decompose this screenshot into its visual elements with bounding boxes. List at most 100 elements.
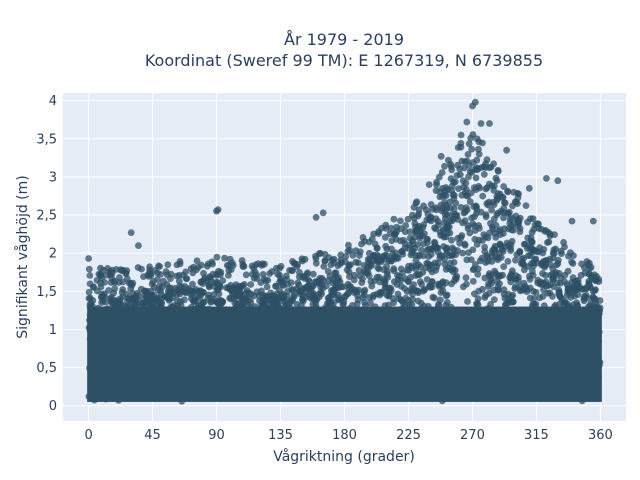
data-point xyxy=(382,242,390,250)
data-point xyxy=(200,276,208,283)
data-point xyxy=(436,229,444,236)
data-point xyxy=(423,246,431,254)
data-point xyxy=(362,302,369,310)
data-point xyxy=(373,244,381,252)
data-point xyxy=(473,166,481,174)
data-point xyxy=(139,328,147,336)
data-point xyxy=(216,363,224,371)
data-point xyxy=(140,287,148,295)
data-point xyxy=(152,375,160,382)
data-point xyxy=(352,258,360,266)
data-point xyxy=(238,282,246,290)
data-point xyxy=(135,242,142,250)
data-point xyxy=(386,319,394,326)
data-point xyxy=(267,359,274,367)
data-point xyxy=(173,382,181,390)
data-point xyxy=(200,298,208,306)
data-point xyxy=(369,331,376,339)
data-point xyxy=(539,293,547,300)
data-point xyxy=(116,274,123,281)
data-point xyxy=(440,233,448,241)
data-point xyxy=(295,319,303,327)
data-point xyxy=(218,388,226,396)
data-point xyxy=(412,272,420,279)
data-point xyxy=(446,351,454,359)
data-point xyxy=(394,290,402,298)
data-point xyxy=(432,266,440,274)
chart-title-line2: Koordinat (Sweref 99 TM): E 1267319, N 6… xyxy=(145,51,543,70)
data-point xyxy=(213,253,221,261)
data-point xyxy=(487,277,495,285)
data-point xyxy=(313,355,320,362)
data-point xyxy=(85,324,93,332)
data-point xyxy=(499,193,507,201)
data-point xyxy=(229,353,237,361)
data-point xyxy=(219,277,227,284)
data-point xyxy=(330,318,338,325)
data-point xyxy=(525,339,533,347)
data-point xyxy=(306,278,313,285)
data-point xyxy=(147,391,155,399)
data-point xyxy=(515,379,523,386)
data-point xyxy=(307,365,315,373)
data-point xyxy=(475,287,483,295)
data-point xyxy=(451,347,458,355)
data-point xyxy=(558,375,565,383)
data-point xyxy=(413,323,421,330)
data-point xyxy=(536,280,544,288)
data-point xyxy=(259,260,266,268)
data-point xyxy=(490,201,498,209)
data-point xyxy=(111,285,119,293)
data-point xyxy=(346,316,354,323)
data-point xyxy=(289,267,297,274)
data-point xyxy=(262,319,270,327)
data-point xyxy=(497,380,504,387)
data-point xyxy=(345,263,353,270)
data-point xyxy=(312,252,319,260)
data-point xyxy=(85,265,93,273)
data-point xyxy=(410,281,418,288)
data-point xyxy=(397,265,405,273)
data-point xyxy=(403,349,410,357)
data-point xyxy=(472,174,480,182)
data-point xyxy=(409,240,417,248)
data-point xyxy=(414,365,422,373)
data-point xyxy=(446,376,454,384)
data-point xyxy=(438,397,446,405)
data-point xyxy=(412,377,420,385)
data-point xyxy=(356,252,363,259)
data-point xyxy=(565,317,573,325)
data-point xyxy=(350,271,358,279)
data-point xyxy=(120,333,127,340)
data-point xyxy=(426,345,434,352)
data-point xyxy=(85,288,93,296)
data-point xyxy=(486,120,493,127)
data-point xyxy=(189,280,196,288)
data-point xyxy=(420,286,428,293)
data-point xyxy=(446,229,454,237)
data-point xyxy=(245,306,253,314)
data-point xyxy=(480,171,488,178)
data-point xyxy=(90,375,98,383)
data-point xyxy=(473,357,481,365)
data-point xyxy=(550,315,558,323)
data-point xyxy=(352,323,360,331)
data-point xyxy=(460,393,468,401)
data-point xyxy=(148,304,156,311)
data-point xyxy=(224,359,232,367)
data-point xyxy=(341,330,349,337)
data-point xyxy=(150,327,157,334)
data-point xyxy=(381,313,388,320)
data-point xyxy=(548,372,556,380)
data-point xyxy=(468,214,475,222)
data-point xyxy=(256,393,264,401)
data-point xyxy=(512,256,519,264)
data-point xyxy=(147,272,155,279)
data-point xyxy=(104,311,112,319)
data-point xyxy=(466,317,473,324)
data-point xyxy=(238,358,246,366)
data-point xyxy=(484,359,492,367)
data-point xyxy=(97,271,104,279)
data-point xyxy=(182,361,189,369)
